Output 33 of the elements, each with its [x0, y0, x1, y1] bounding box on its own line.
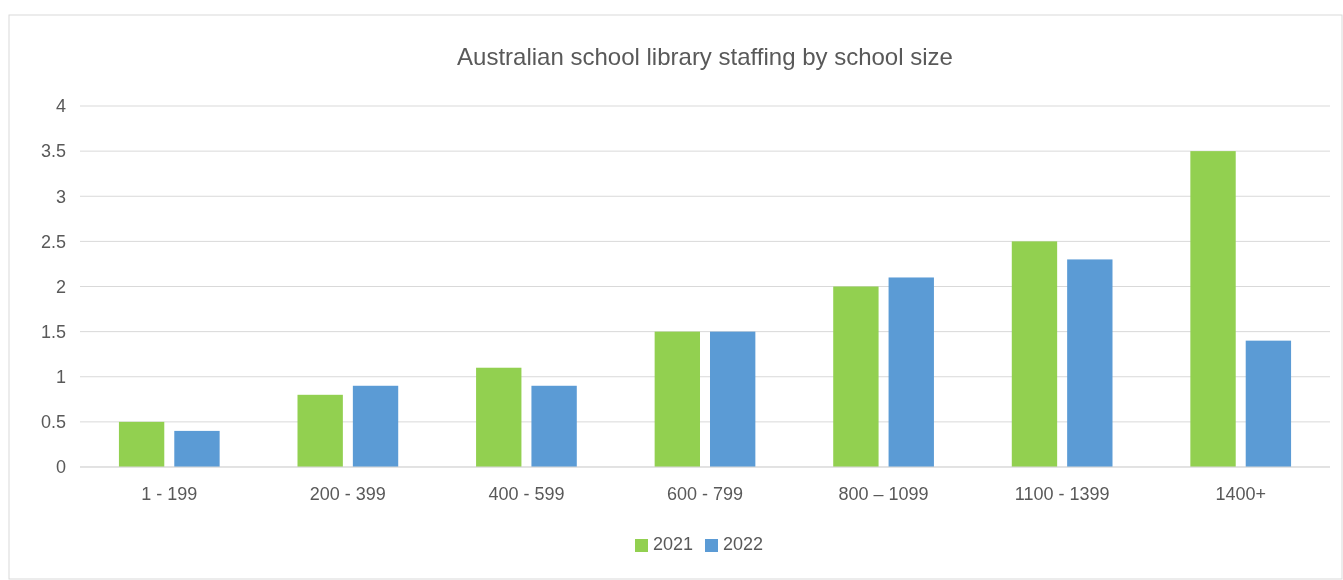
- x-tick-label: 800 – 1099: [838, 484, 929, 504]
- bar: [1011, 241, 1058, 467]
- bar: [118, 421, 165, 467]
- x-tick-label: 1 - 199: [141, 484, 198, 504]
- bar: [531, 385, 577, 467]
- bar: [297, 394, 343, 467]
- y-tick-label: 3.5: [40, 141, 66, 162]
- y-tick-label: 0: [55, 457, 66, 478]
- bar: [1245, 340, 1292, 467]
- y-tick-label: 2: [55, 276, 66, 297]
- bar: [352, 385, 399, 467]
- legend-label: 2022: [723, 534, 764, 554]
- x-tick-label: 600 - 799: [666, 484, 744, 504]
- bar: [710, 331, 756, 467]
- y-tick-label: 4: [55, 96, 66, 117]
- y-tick-label: 1.5: [40, 321, 66, 342]
- y-tick-label: 1: [55, 367, 66, 388]
- bar: [833, 286, 879, 467]
- x-tick-label: 400 - 599: [488, 484, 565, 504]
- x-tick-label: 1100 - 1399: [1014, 484, 1110, 504]
- bar: [476, 367, 522, 467]
- x-tick-label: 200 - 399: [309, 484, 386, 504]
- y-tick-label: 2.5: [40, 231, 66, 252]
- y-tick-label: 3: [55, 186, 66, 207]
- x-tick-label: 1400+: [1215, 484, 1266, 504]
- y-tick-label: 0.5: [40, 412, 66, 433]
- bar: [1190, 151, 1236, 467]
- bar: [654, 331, 700, 467]
- bar: [1067, 259, 1113, 467]
- legend-label: 2021: [653, 534, 694, 554]
- bar: [888, 277, 934, 467]
- bar: [174, 430, 220, 467]
- chart-title: Australian school library staffing by school size: [457, 43, 953, 70]
